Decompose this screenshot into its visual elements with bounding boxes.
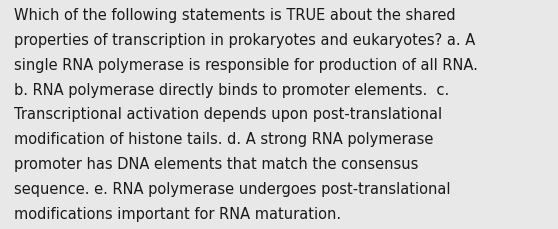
Text: modification of histone tails. d. A strong RNA polymerase: modification of histone tails. d. A stro… — [14, 132, 434, 147]
Text: single RNA polymerase is responsible for production of all RNA.: single RNA polymerase is responsible for… — [14, 57, 478, 72]
Text: properties of transcription in prokaryotes and eukaryotes? a. A: properties of transcription in prokaryot… — [14, 33, 475, 48]
Text: Which of the following statements is TRUE about the shared: Which of the following statements is TRU… — [14, 8, 455, 23]
Text: Transcriptional activation depends upon post-translational: Transcriptional activation depends upon … — [14, 107, 442, 122]
Text: b. RNA polymerase directly binds to promoter elements.  c.: b. RNA polymerase directly binds to prom… — [14, 82, 449, 97]
Text: promoter has DNA elements that match the consensus: promoter has DNA elements that match the… — [14, 156, 418, 171]
Text: modifications important for RNA maturation.: modifications important for RNA maturati… — [14, 206, 341, 221]
Text: sequence. e. RNA polymerase undergoes post-translational: sequence. e. RNA polymerase undergoes po… — [14, 181, 450, 196]
